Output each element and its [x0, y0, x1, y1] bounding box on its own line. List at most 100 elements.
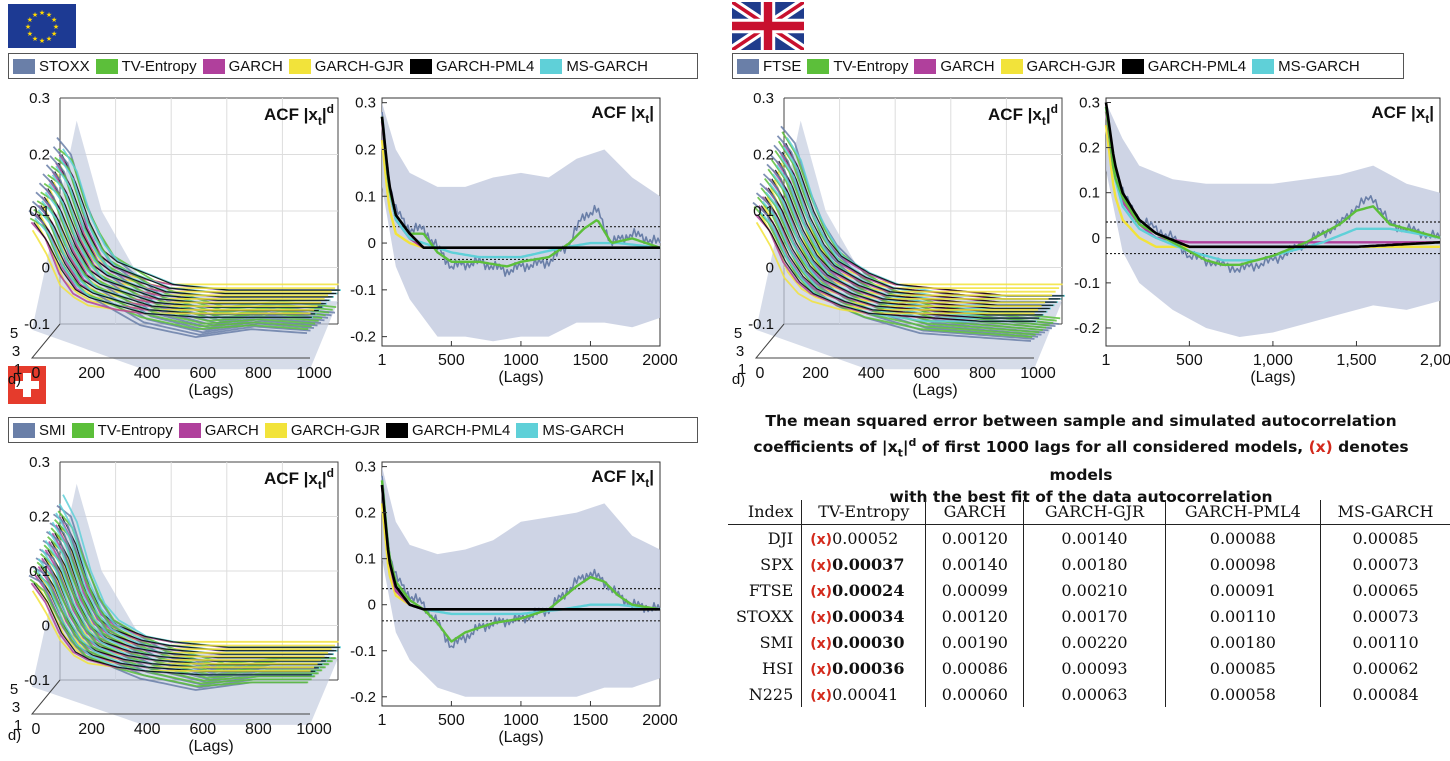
plot-title-text: ACF |x — [591, 467, 645, 486]
x-tick-label: 500 — [1176, 352, 1203, 369]
legend-label: GARCH — [940, 57, 995, 75]
table-row: STOXX (x)0.00034 0.00120 0.00170 0.00110 0.00… — [728, 603, 1450, 629]
plot-title: ACF |xt|d — [264, 102, 334, 128]
surface-line-tv-entropy — [753, 205, 1033, 338]
legend-uk: FTSE TV-Entropy GARCH GARCH-GJR GARCH-PML4 MS… — [732, 53, 1404, 79]
x-tick-label: 500 — [438, 352, 465, 369]
legend-label: FTSE — [763, 57, 802, 75]
cell-garch-gjr: 0.00093 — [1023, 655, 1166, 681]
y-tick-label: -0.2 — [1074, 320, 1100, 337]
plot-title-sub: t — [318, 114, 322, 128]
legend-swatch — [178, 422, 201, 438]
cell-garch-pml4: 0.00091 — [1164, 577, 1321, 603]
cell-garch-pml4: 0.00098 — [1164, 551, 1321, 577]
legend-label: GARCH-GJR — [314, 57, 404, 75]
x-tick-label: 800 — [245, 365, 272, 382]
d-tick-label: 1 — [14, 361, 22, 378]
star-icon: ★ — [27, 30, 33, 38]
y-tick-label: 0.1 — [29, 563, 50, 580]
surface-line-tv-entropy — [33, 208, 312, 328]
plot-title: ACF |xt| — [1371, 103, 1434, 126]
y-tick-label: -0.1 — [24, 316, 50, 333]
cell-value: 0.00041 — [832, 684, 899, 704]
cell-index: SMI — [759, 632, 794, 652]
star-icon: ★ — [46, 35, 52, 43]
cell-index: FTSE — [748, 580, 794, 600]
surface-line-garch-gjr — [45, 558, 325, 658]
header-index: Index — [728, 500, 802, 525]
x-tick-label: 200 — [78, 721, 105, 738]
best-fit-mark: (x) — [810, 661, 833, 678]
cell-tv-entropy: (x)0.00052 — [801, 524, 926, 551]
caption-text: denotes models — [1049, 438, 1409, 485]
legend-item: GARCH — [202, 58, 283, 75]
d-axis-label: (d) — [732, 371, 745, 388]
x-tick-label: 200 — [802, 365, 829, 382]
cell-value: 0.00052 — [832, 528, 899, 548]
table-row: SPX (x)0.00037 0.00140 0.00180 0.00098 0.0007… — [728, 551, 1450, 577]
legend-item: GARCH-PML4 — [409, 58, 534, 75]
legend-swatch — [914, 58, 937, 74]
best-fit-mark: (x) — [810, 687, 833, 704]
legend-item: GARCH — [914, 57, 995, 75]
legend-label: GARCH-GJR — [1026, 57, 1116, 75]
legend-label: MS-GARCH — [542, 421, 625, 439]
chart-eu-acf-2d: -0.2-0.100.10.20.31 500 1000 1500 2000(Lags)… — [350, 95, 678, 386]
surface-line-garch-pml4 — [61, 516, 340, 648]
legend-item: FTSE — [737, 58, 801, 75]
plot-title-text: | — [1046, 105, 1051, 124]
star-icon: ★ — [51, 16, 57, 24]
d-tick-label: 3 — [12, 699, 20, 716]
surface-line-garch-gjr — [42, 205, 322, 304]
surface-line-tv-entropy — [36, 561, 316, 682]
legend-item: TV-Entropy — [807, 58, 908, 75]
x-tick-label: 2,000 — [1420, 352, 1450, 369]
cell-tv-entropy: (x)0.00041 — [801, 681, 926, 707]
star-icon: ★ — [25, 23, 31, 31]
star-icon: ★ — [46, 11, 52, 19]
x-axis-label: (Lags) — [912, 382, 957, 399]
caption-mark: (x) — [1308, 438, 1333, 457]
caption-text: of first 1000 lags for all considered mo… — [916, 438, 1309, 457]
star-icon: ★ — [27, 16, 33, 24]
cell-garch-pml4: 0.00058 — [1164, 681, 1321, 707]
d-tick-label: 3 — [12, 343, 20, 360]
legend-swatch — [540, 58, 563, 74]
legend-item: MS-GARCH — [516, 422, 624, 439]
surface-line-garch-gjr — [35, 221, 315, 311]
plot-title: ACF |xt|d — [988, 102, 1058, 128]
legend-label: STOXX — [39, 57, 90, 75]
y-tick-label: 0 — [1092, 230, 1100, 247]
plot-title-sup: d — [327, 466, 334, 480]
y-tick-label: 0.2 — [1079, 140, 1100, 157]
series-line-tv-entropy — [380, 480, 661, 643]
table-row: HSI (x)0.00036 0.00086 0.00093 0.00085 0.0006… — [728, 655, 1450, 681]
series-line-garch — [1104, 111, 1440, 244]
cell-garch: 0.00086 — [925, 655, 1024, 681]
legend-item: TV-Entropy — [95, 58, 197, 75]
legend-swatch — [516, 422, 539, 438]
confidence-band — [382, 102, 660, 342]
legend-swatch — [264, 422, 287, 438]
best-fit-mark: (x) — [810, 609, 833, 626]
y-tick-label: 0.3 — [753, 90, 774, 107]
legend-swatch — [71, 422, 94, 438]
legend-ch: SMI TV-Entropy GARCH GARCH-GJR GARCH-PML4 MS-… — [8, 417, 698, 443]
cell-index: N225 — [748, 684, 794, 704]
y-tick-label: 0.3 — [29, 90, 50, 107]
plot-title-text: ACF |x — [264, 469, 318, 488]
cell-value: 0.00034 — [832, 606, 905, 626]
surface-line-garch-pml4 — [33, 222, 312, 318]
cell-garch-gjr: 0.00180 — [1023, 551, 1166, 577]
y-tick-label: 0.1 — [355, 551, 376, 568]
surface-line-garch-pml4 — [57, 162, 337, 295]
cell-value: 0.00024 — [832, 580, 905, 600]
legend-swatch — [13, 58, 35, 74]
x-tick-label: 1000 — [296, 721, 332, 738]
plot-title-text: | — [649, 103, 654, 122]
x-axis-label: (Lags) — [498, 369, 543, 386]
cell-garch: 0.00190 — [925, 629, 1024, 655]
x-tick-label: 2000 — [642, 352, 678, 369]
star-icon: ★ — [53, 23, 59, 31]
x-tick-label: 0 — [32, 721, 41, 738]
